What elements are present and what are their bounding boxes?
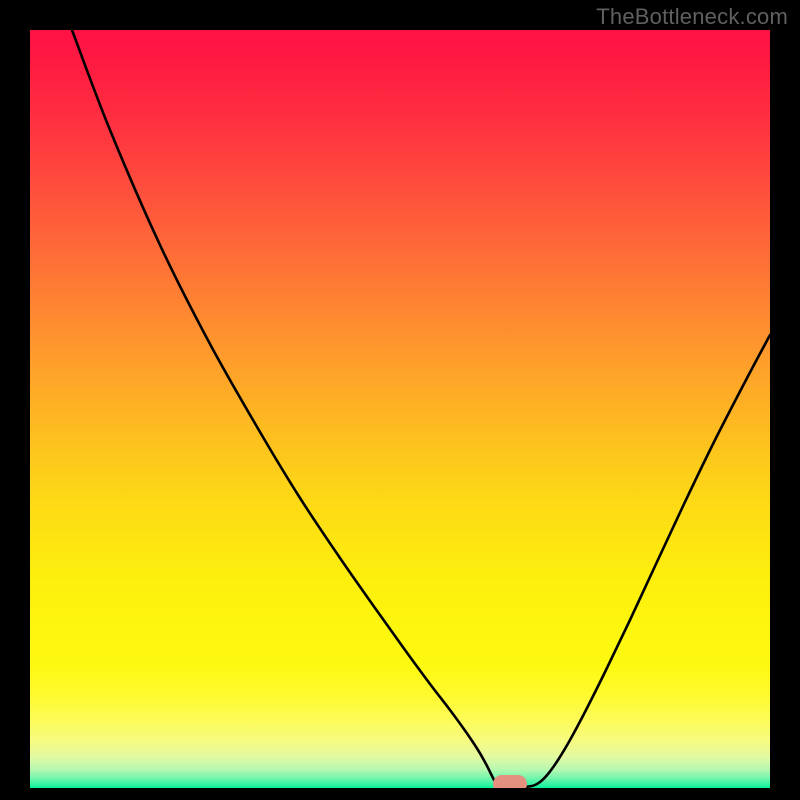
bottleneck-curve <box>30 30 770 788</box>
optimal-point-marker <box>493 775 527 788</box>
chart-frame: TheBottleneck.com <box>0 0 800 800</box>
plot-area <box>30 30 770 788</box>
watermark-text: TheBottleneck.com <box>596 4 788 30</box>
